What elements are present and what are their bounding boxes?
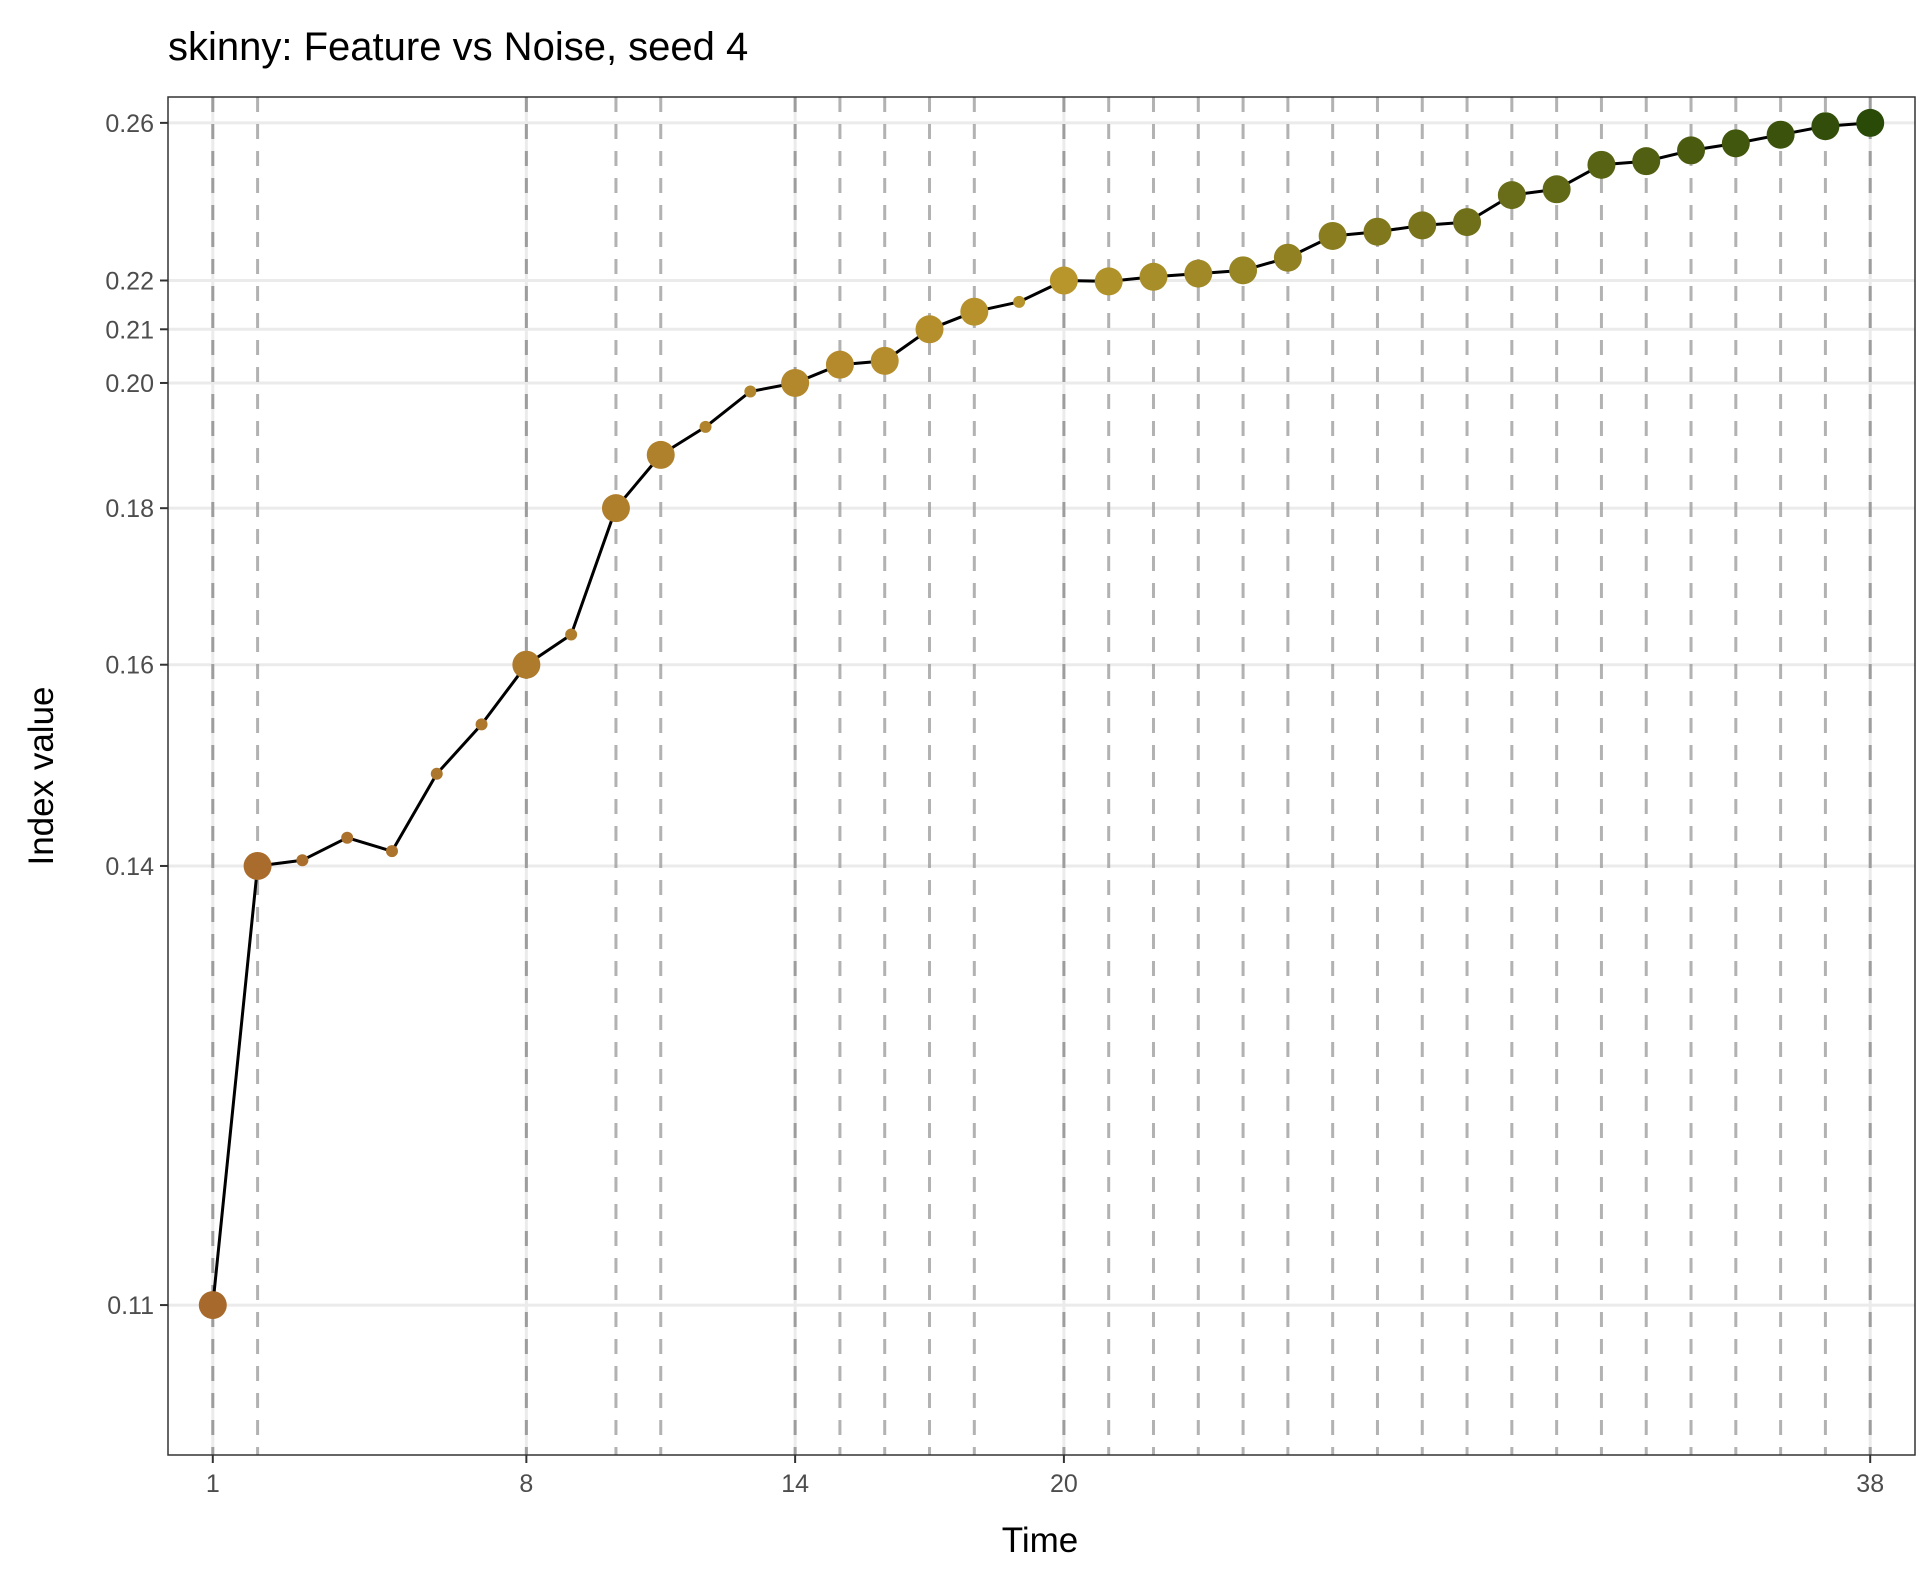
data-point-19	[1013, 295, 1026, 308]
y-axis: 0.11 0.14 0.16 0.18 0.20 0.21 0.22 0.26	[105, 110, 168, 1320]
y-tick-label: 0.11	[107, 1292, 154, 1320]
x-tick-label: 8	[519, 1470, 533, 1498]
y-tick-label: 0.21	[105, 316, 154, 344]
data-point-27	[1363, 217, 1392, 246]
data-point-13	[744, 385, 757, 398]
data-point-31	[1542, 175, 1571, 204]
data-point-5	[385, 845, 398, 858]
data-point-23	[1184, 259, 1213, 288]
data-point-21	[1094, 267, 1123, 296]
data-point-26	[1318, 221, 1347, 250]
data-point-20	[1049, 266, 1078, 295]
y-tick-label: 0.20	[105, 370, 154, 398]
plot-panel	[168, 97, 1915, 1455]
data-point-8	[512, 650, 541, 679]
data-point-2	[243, 851, 272, 880]
x-tick-label: 1	[206, 1470, 220, 1498]
data-point-7	[475, 718, 488, 731]
panel-border	[167, 96, 1916, 1456]
y-tick-label: 0.16	[105, 652, 154, 680]
data-point-3	[296, 854, 309, 867]
data-point-17	[915, 315, 944, 344]
y-tick-label: 0.22	[105, 268, 154, 296]
data-point-14	[781, 368, 810, 397]
data-point-6	[430, 767, 443, 780]
y-tick-label: 0.14	[105, 853, 154, 881]
data-point-25	[1273, 243, 1302, 272]
panel-border-rect	[167, 96, 1916, 1456]
x-tick-label: 20	[1050, 1470, 1078, 1498]
data-point-29	[1453, 208, 1482, 237]
y-tick-label: 0.18	[105, 495, 154, 523]
data-point-15	[825, 350, 854, 379]
data-point-35	[1721, 129, 1750, 158]
y-axis-title: Index value	[22, 686, 61, 865]
series-points	[198, 108, 1885, 1320]
x-tick-label: 14	[781, 1470, 809, 1498]
data-point-9	[565, 628, 578, 641]
data-point-33	[1632, 147, 1661, 176]
data-point-38	[1856, 108, 1885, 137]
data-point-18	[960, 297, 989, 326]
data-point-32	[1587, 150, 1616, 179]
x-axis-title: Time	[1002, 1521, 1078, 1560]
data-point-16	[870, 346, 899, 375]
data-point-22	[1139, 262, 1168, 291]
vertical-dashed-lines	[211, 97, 1872, 1455]
data-point-24	[1229, 256, 1258, 285]
data-point-37	[1811, 112, 1840, 141]
data-point-30	[1497, 181, 1526, 210]
y-tick-label: 0.26	[105, 110, 154, 138]
data-point-36	[1766, 120, 1795, 149]
panel-background	[168, 97, 1915, 1455]
data-point-12	[699, 420, 712, 433]
data-point-10	[601, 494, 630, 523]
chart-title: skinny: Feature vs Noise, seed 4	[168, 25, 748, 69]
x-tick-label: 38	[1856, 1470, 1884, 1498]
data-point-28	[1408, 211, 1437, 240]
data-point-1	[198, 1291, 227, 1320]
data-point-4	[341, 831, 354, 844]
data-point-11	[646, 440, 675, 469]
data-point-34	[1677, 136, 1706, 165]
x-axis: 1 8 14 20 38	[206, 1455, 1884, 1498]
